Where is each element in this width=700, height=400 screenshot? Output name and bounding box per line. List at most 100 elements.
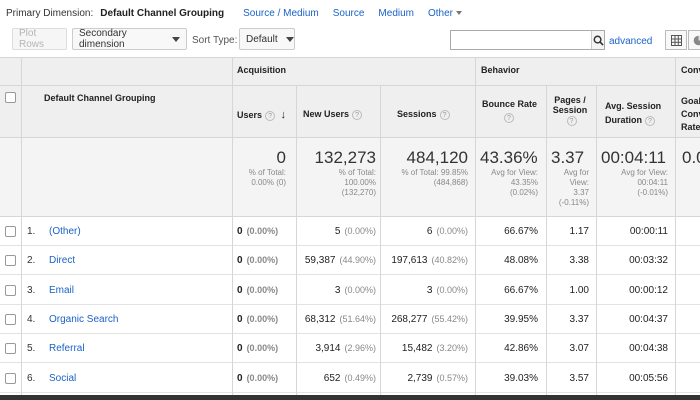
total-conversion-rate: 0.0 [682, 148, 700, 168]
row-index: 1. [27, 226, 36, 237]
cell-new-users-value: 68,312 [304, 313, 336, 325]
cell-sessions: 3 (0.00%) [380, 285, 468, 296]
dimension-column-header[interactable]: Default Channel Grouping [44, 93, 156, 103]
column-header-bounce-rate[interactable]: Bounce Rate? [482, 99, 544, 123]
cell-users-value: 0 [237, 226, 243, 237]
row-channel-link[interactable]: Direct [49, 255, 76, 267]
cell-new-users: 5 (0.00%) [296, 226, 376, 237]
cell-users-value: 0 [237, 284, 243, 296]
row-channel-link[interactable]: Social [49, 372, 77, 384]
cell-pages-session: 3.37 [569, 313, 589, 325]
help-icon[interactable]: ? [504, 113, 514, 123]
cell-new-users-pct: (0.49%) [344, 372, 376, 383]
total-conv-value: 0.0 [682, 148, 700, 167]
totals-row [0, 138, 700, 217]
cell-new-users-pct: (0.00%) [344, 226, 376, 236]
cell-new-users: 3,914 (2.96%) [296, 343, 376, 354]
row-checkbox[interactable] [5, 284, 16, 296]
dimension-option-source[interactable]: Source [332, 7, 365, 19]
total-pages-session-value: 3.37 [551, 148, 585, 167]
cell-avg-session-duration: 00:04:38 [629, 343, 668, 355]
row-channel-link[interactable]: Organic Search [49, 313, 119, 325]
cell-pages-session: 1.17 [569, 226, 589, 237]
dimension-option-other-label: Other [428, 7, 454, 19]
total-users-sub-2: 0.00% (0) [251, 178, 286, 187]
secondary-dimension-dropdown[interactable]: Secondary dimension [72, 28, 187, 50]
column-divider [475, 57, 476, 395]
total-new-users-sub-1: % of Total: [338, 168, 376, 177]
cell-new-users: 3 (0.00%) [296, 285, 376, 296]
advanced-filter-link[interactable]: advanced [609, 36, 653, 47]
row-index: 3. [27, 284, 36, 296]
column-divider [546, 86, 547, 395]
table-row: 3. Email 0 (0.00%) 3 (0.00%) 3 (0.00%) 66.67% 1.0… [0, 276, 700, 305]
cell-sessions-pct: (55.42%) [431, 313, 468, 324]
table-row: 1. (Other) 0 (0.00%) 5 (0.00%) 6 (0.00%) 66.67% 1… [0, 217, 700, 246]
sort-type-dropdown[interactable]: Default [239, 28, 295, 50]
sort-type-value: Default [246, 33, 278, 45]
cell-sessions-pct: (0.00%) [436, 226, 468, 236]
column-divider [296, 86, 297, 395]
search-button[interactable] [591, 31, 604, 49]
help-icon[interactable]: ? [352, 109, 363, 120]
cell-users-pct: (0.00%) [246, 343, 279, 354]
column-users-label: Users [237, 110, 263, 120]
cell-sessions-pct: (40.82%) [431, 255, 468, 266]
row-index: 5. [27, 343, 36, 355]
row-checkbox[interactable] [5, 343, 16, 355]
pie-view-button[interactable] [688, 30, 700, 50]
column-divider [380, 86, 381, 395]
group-acquisition: Acquisition [237, 65, 286, 75]
column-header-sessions[interactable]: Sessions? [397, 109, 450, 120]
dimension-option-source-medium[interactable]: Source / Medium [243, 7, 319, 19]
cell-sessions-value: 6 [426, 226, 433, 237]
help-icon[interactable]: ? [265, 110, 276, 121]
help-icon[interactable]: ? [566, 115, 577, 126]
column-header-users[interactable]: Users? ↓ [237, 109, 286, 121]
grid-view-icon [670, 34, 682, 46]
row-checkbox[interactable] [5, 226, 16, 237]
row-channel-link[interactable]: (Other) [49, 226, 81, 237]
total-pages-session-sub-4: (-0.11%) [558, 198, 589, 207]
row-checkbox[interactable] [5, 372, 16, 384]
select-all-checkbox[interactable] [5, 92, 16, 103]
total-sessions-sub-2: (484,868) [433, 178, 468, 187]
cell-new-users: 652 (0.49%) [296, 373, 376, 384]
row-checkbox[interactable] [5, 313, 16, 325]
row-channel-link[interactable]: Email [49, 284, 75, 296]
cell-bounce-rate: 48.08% [504, 255, 538, 267]
cell-sessions-value: 268,277 [391, 313, 428, 325]
cell-new-users-pct: (0.00%) [344, 284, 376, 295]
row-channel-link[interactable]: Referral [49, 343, 85, 355]
help-icon[interactable]: ? [439, 109, 450, 120]
total-new-users: 132,273 % of Total: 100.00% (132,270) [300, 148, 376, 198]
plot-rows-button[interactable]: Plot Rows [12, 28, 67, 50]
column-header-avg-session-duration[interactable]: Avg. Session Duration? [605, 99, 671, 127]
cell-avg-session-duration: 00:00:11 [629, 226, 668, 237]
chevron-down-icon [172, 36, 180, 42]
chevron-down-icon [456, 10, 463, 15]
row-checkbox[interactable] [5, 255, 16, 267]
report-toolbar: Plot Rows Secondary dimension Sort Type:… [0, 26, 700, 56]
cell-sessions-value: 15,482 [401, 343, 433, 355]
grid-view-button[interactable] [665, 30, 687, 50]
table-row: 5. Referral 0 (0.00%) 3,914 (2.96%) 15,482 (3.2… [0, 334, 700, 364]
column-header-new-users[interactable]: New Users? [303, 109, 363, 120]
dimension-option-other[interactable]: Other [428, 7, 463, 19]
primary-dimension-selected[interactable]: Default Channel Grouping [100, 7, 225, 19]
total-users-value: 0 [276, 148, 286, 167]
sort-type-label: Sort Type: [192, 35, 238, 46]
column-header-pages-session[interactable]: Pages / Session? [550, 95, 590, 126]
row-index: 4. [27, 313, 36, 325]
chevron-down-icon [285, 36, 294, 42]
group-conversions: Conv [681, 65, 700, 75]
column-header-conversion-rate[interactable]: Goal Conv Rate [681, 95, 700, 134]
dimension-option-medium[interactable]: Medium [378, 7, 414, 19]
search-input[interactable] [451, 31, 591, 49]
cell-bounce-rate: 39.03% [504, 372, 538, 384]
window-bottom-edge [0, 395, 700, 400]
total-users: 0 % of Total: 0.00% (0) [236, 148, 286, 188]
cell-users: 0 (0.00%) [237, 343, 289, 354]
cell-users: 0 (0.00%) [237, 226, 289, 237]
help-icon[interactable]: ? [645, 115, 655, 126]
